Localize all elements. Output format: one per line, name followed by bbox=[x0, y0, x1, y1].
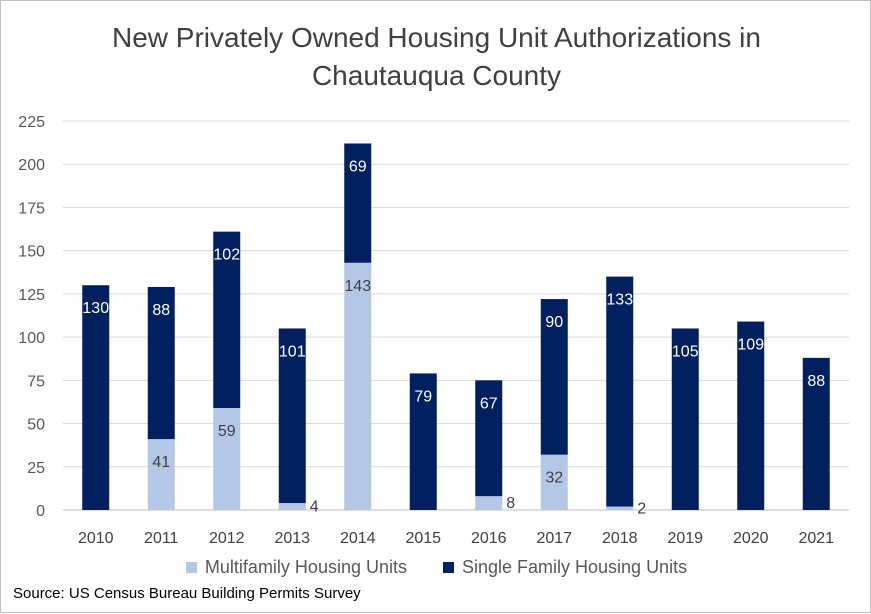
y-tick-label-175: 175 bbox=[18, 200, 45, 217]
x-tick-label-2011: 2011 bbox=[144, 530, 179, 547]
y-tick-label-0: 0 bbox=[36, 503, 45, 520]
data-label-single-family-2013: 101 bbox=[279, 343, 306, 360]
x-tick-label-2019: 2019 bbox=[667, 530, 703, 547]
data-label-multifamily-2016: 8 bbox=[506, 495, 515, 512]
x-tick-label-2013: 2013 bbox=[274, 530, 310, 547]
chart-title: New Privately Owned Housing Unit Authori… bbox=[1, 19, 871, 95]
data-label-multifamily-2011: 41 bbox=[152, 454, 170, 471]
bar-single-family-2017 bbox=[540, 299, 568, 455]
y-tick-label-25: 25 bbox=[27, 460, 45, 477]
y-tick-label-100: 100 bbox=[18, 330, 45, 347]
data-label-single-family-2018: 133 bbox=[606, 292, 633, 309]
data-label-single-family-2016: 67 bbox=[480, 395, 498, 412]
x-tick-label-2020: 2020 bbox=[733, 530, 769, 547]
data-label-single-family-2012: 102 bbox=[213, 247, 240, 264]
x-tick-label-2021: 2021 bbox=[798, 530, 834, 547]
y-tick-label-150: 150 bbox=[18, 244, 45, 261]
x-tick-label-2012: 2012 bbox=[209, 530, 245, 547]
data-label-single-family-2010: 130 bbox=[82, 300, 109, 317]
legend-item-single-family: Single Family Housing Units bbox=[442, 557, 688, 578]
x-tick-label-2014: 2014 bbox=[340, 530, 376, 547]
bar-single-family-2016 bbox=[475, 380, 503, 497]
data-label-single-family-2017: 90 bbox=[545, 314, 563, 331]
data-label-single-family-2020: 109 bbox=[737, 337, 764, 354]
legend-swatch-multifamily bbox=[185, 562, 197, 573]
bar-single-family-2012 bbox=[213, 231, 241, 408]
y-tick-label-225: 225 bbox=[18, 114, 45, 131]
legend-label-multifamily: Multifamily Housing Units bbox=[204, 557, 407, 577]
y-tick-label-125: 125 bbox=[18, 287, 45, 304]
x-tick-label-2017: 2017 bbox=[536, 530, 572, 547]
x-tick-label-2015: 2015 bbox=[405, 530, 441, 547]
bar-single-family-2014 bbox=[344, 143, 372, 263]
bar-single-family-2010 bbox=[82, 285, 110, 510]
bar-multifamily-2012 bbox=[213, 407, 241, 510]
legend: Multifamily Housing Units Single Family … bbox=[1, 557, 871, 578]
bar-multifamily-2018 bbox=[606, 506, 634, 510]
bar-multifamily-2016 bbox=[475, 496, 503, 510]
chart-title-line-2: Chautauqua County bbox=[311, 60, 562, 91]
x-tick-label-2016: 2016 bbox=[471, 530, 507, 547]
y-tick-label-75: 75 bbox=[27, 373, 45, 390]
data-label-single-family-2014: 69 bbox=[349, 158, 367, 175]
data-label-multifamily-2013: 4 bbox=[310, 499, 319, 516]
legend-label-single-family: Single Family Housing Units bbox=[461, 557, 688, 577]
bar-multifamily-2017 bbox=[540, 454, 568, 510]
bar-multifamily-2013 bbox=[278, 503, 306, 510]
data-label-single-family-2011: 88 bbox=[152, 302, 170, 319]
legend-item-multifamily: Multifamily Housing Units bbox=[185, 557, 407, 578]
bar-single-family-2019 bbox=[671, 328, 699, 510]
data-label-multifamily-2017: 32 bbox=[545, 470, 563, 487]
source-note: Source: US Census Bureau Building Permit… bbox=[13, 585, 361, 602]
bar-single-family-2021 bbox=[802, 357, 830, 510]
y-tick-label-200: 200 bbox=[18, 157, 45, 174]
chart-title-line-1: New Privately Owned Housing Unit Authori… bbox=[112, 22, 761, 53]
data-label-multifamily-2014: 143 bbox=[344, 278, 371, 295]
bar-single-family-2011 bbox=[147, 286, 175, 440]
data-label-single-family-2021: 88 bbox=[807, 373, 825, 390]
bar-multifamily-2011 bbox=[147, 439, 175, 510]
y-tick-label-50: 50 bbox=[27, 417, 45, 434]
x-tick-label-2010: 2010 bbox=[78, 530, 114, 547]
bar-multifamily-2014 bbox=[344, 262, 372, 510]
bar-single-family-2015 bbox=[409, 373, 437, 510]
data-label-single-family-2019: 105 bbox=[672, 343, 699, 360]
data-label-multifamily-2012: 59 bbox=[218, 423, 236, 440]
x-tick-label-2018: 2018 bbox=[602, 530, 638, 547]
legend-swatch-single-family bbox=[442, 562, 454, 573]
bar-single-family-2018 bbox=[606, 276, 634, 507]
bar-single-family-2013 bbox=[278, 328, 306, 504]
data-label-single-family-2015: 79 bbox=[414, 388, 432, 405]
data-label-multifamily-2018: 2 bbox=[637, 500, 646, 517]
bar-single-family-2020 bbox=[737, 321, 765, 510]
